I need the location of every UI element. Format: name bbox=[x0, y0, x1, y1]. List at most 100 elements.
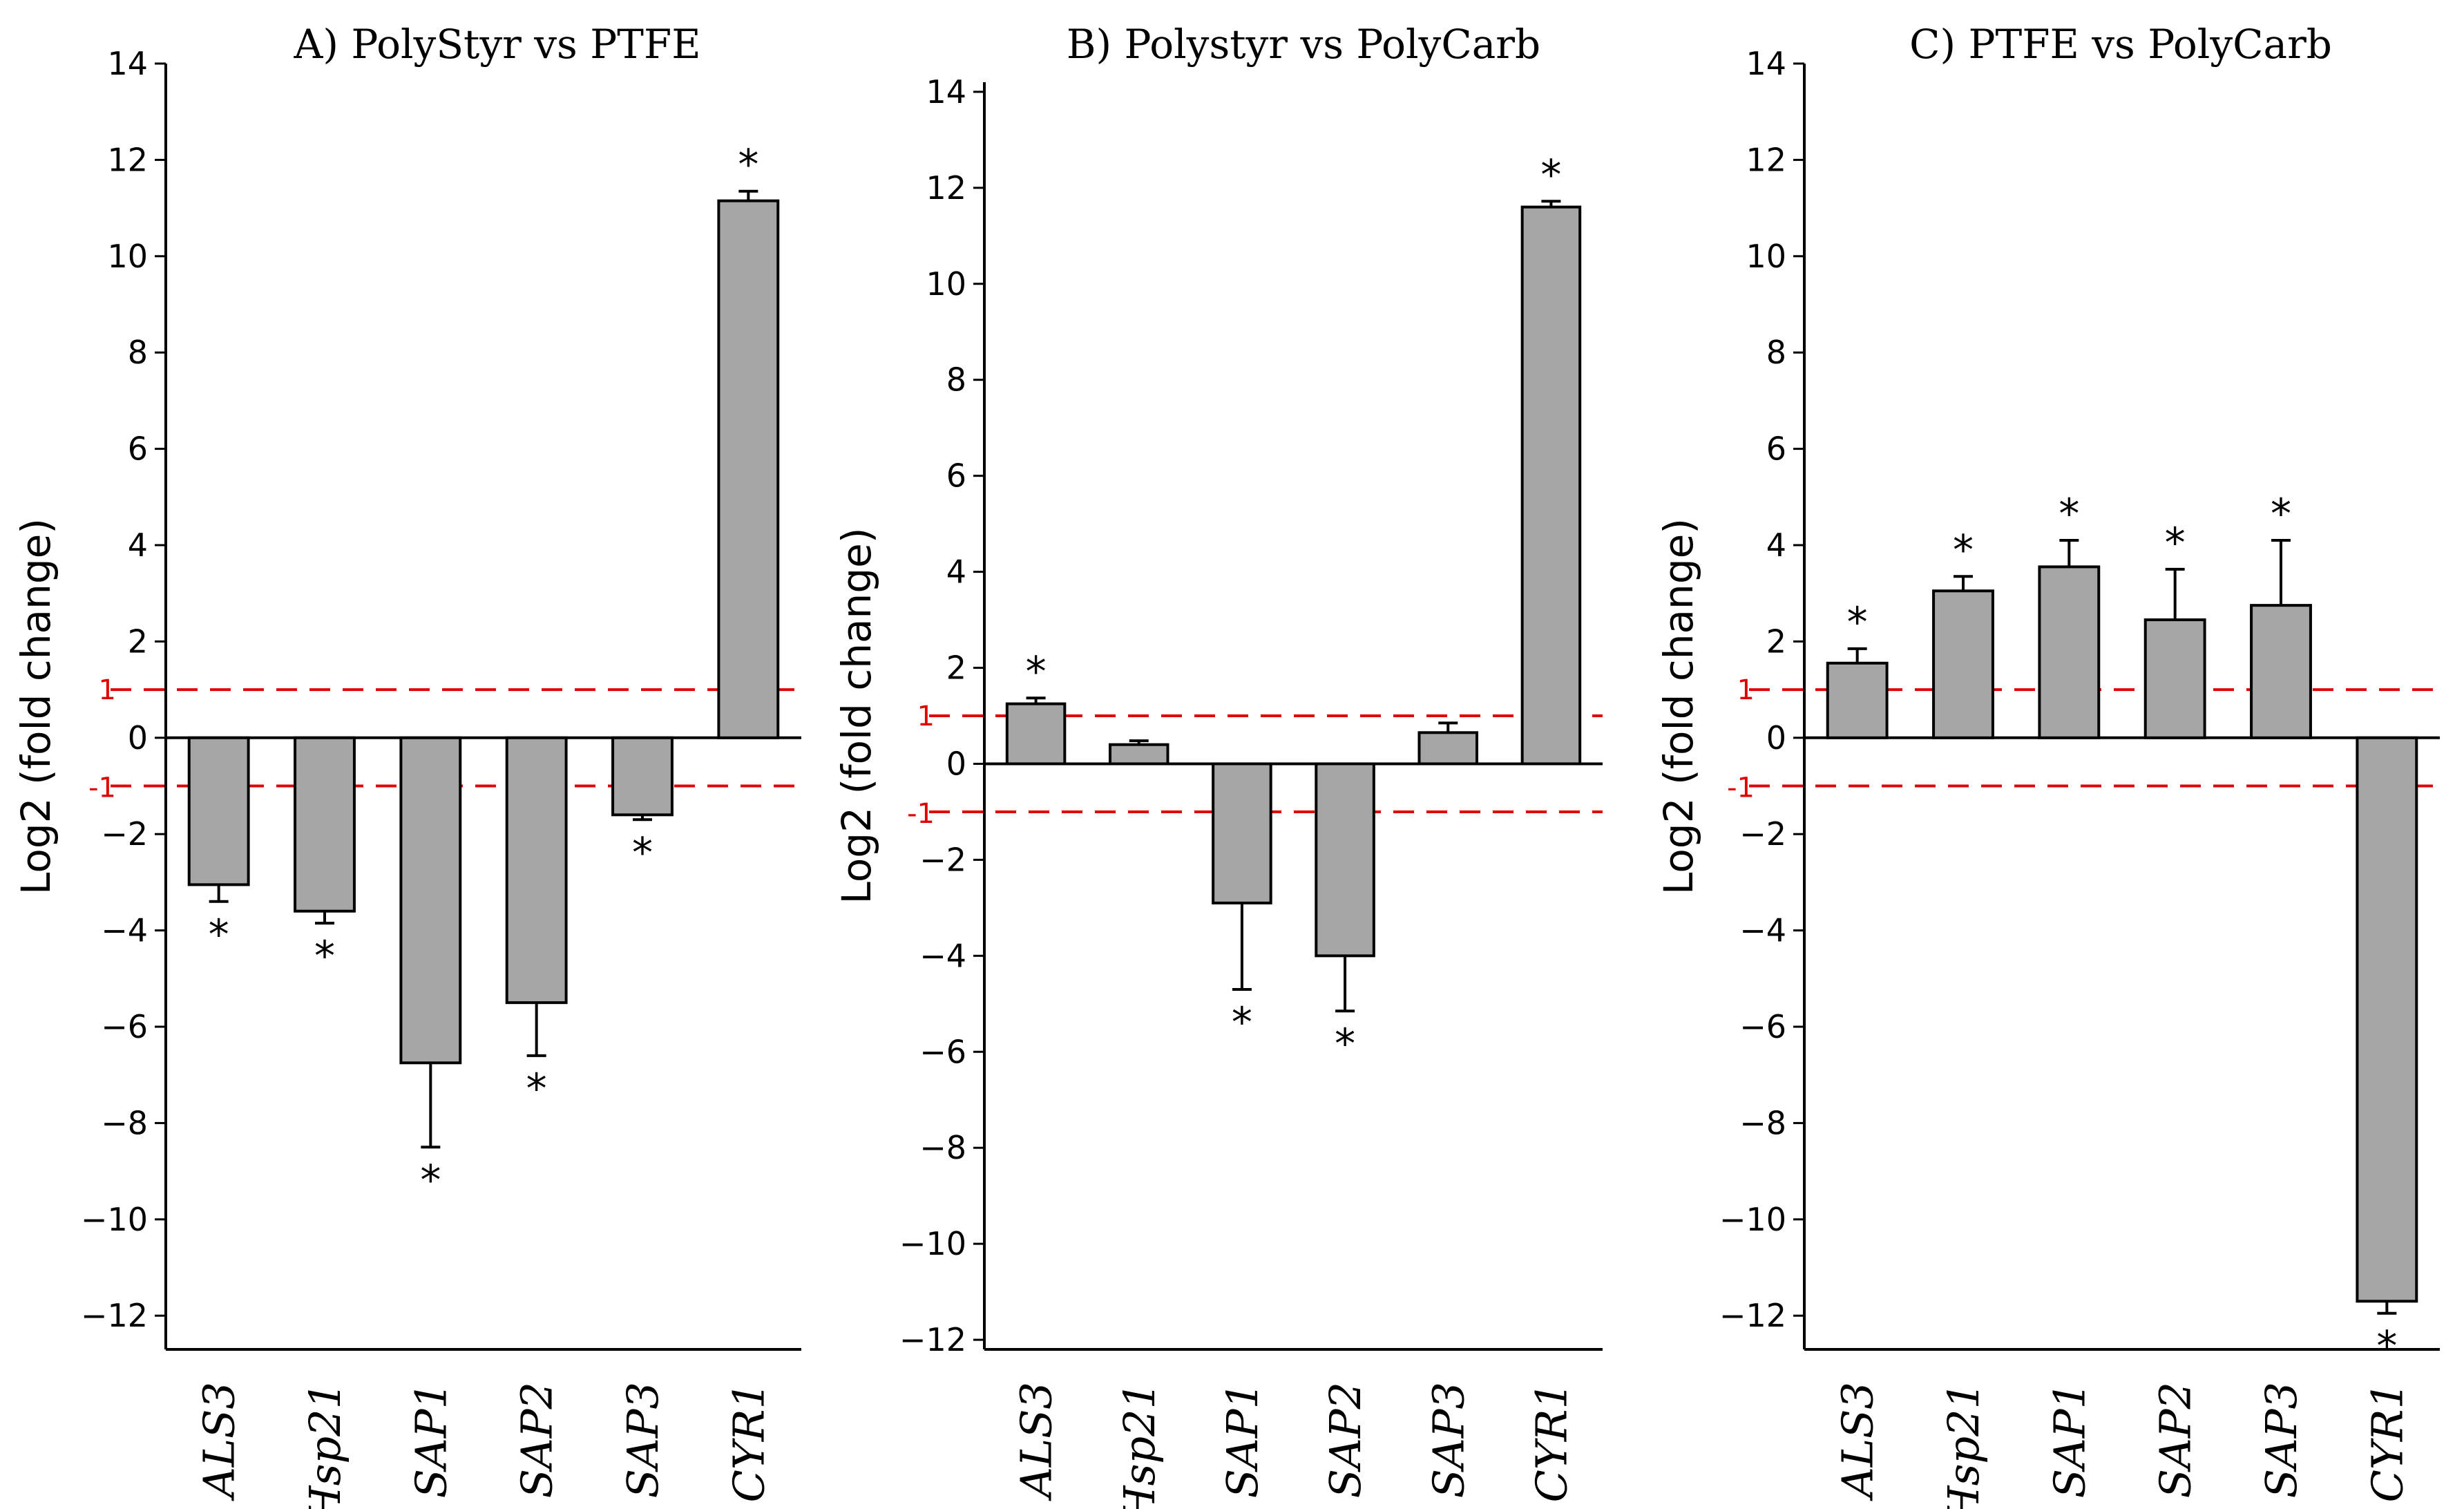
y-tick-label: −4 bbox=[101, 912, 148, 949]
category-label: CYR1 bbox=[723, 1382, 774, 1503]
category-label: Hsp21 bbox=[1114, 1382, 1165, 1509]
y-tick-label: −2 bbox=[101, 815, 148, 853]
y-tick-label: 10 bbox=[926, 265, 966, 303]
bar-sap3 bbox=[611, 736, 674, 817]
category-label: SAP1 bbox=[2044, 1382, 2094, 1498]
y-axis-label: Log2 (fold change) bbox=[12, 518, 59, 895]
y-tick-label: 14 bbox=[1746, 45, 1786, 82]
y-tick-label: 8 bbox=[128, 334, 148, 371]
bar-sap3 bbox=[2250, 604, 2312, 739]
y-tick-label: 6 bbox=[128, 430, 148, 468]
y-tick-label: 12 bbox=[107, 141, 148, 178]
y-tick-label: −4 bbox=[1739, 912, 1786, 949]
category-label: SAP2 bbox=[2150, 1382, 2201, 1498]
bar-sap1 bbox=[399, 736, 462, 1065]
reference-label: -1 bbox=[1727, 772, 1755, 804]
category-label: SAP1 bbox=[1217, 1382, 1268, 1498]
significance-star: * bbox=[2059, 490, 2079, 538]
panel-b: B) Polystyr vs PolyCarb Log2 (fold change… bbox=[833, 21, 1603, 1509]
significance-star: * bbox=[420, 1156, 441, 1204]
panel-a: A) PolyStyr vs PTFE Log2 (fold change) −12… bbox=[12, 21, 801, 1509]
y-tick-label: 6 bbox=[1766, 430, 1786, 468]
category-label: SAP1 bbox=[405, 1382, 456, 1498]
y-tick-label: 10 bbox=[107, 238, 148, 275]
bar-sap1 bbox=[2038, 565, 2101, 739]
y-tick-label: −12 bbox=[1719, 1297, 1786, 1334]
significance-star: * bbox=[209, 911, 229, 959]
category-label: ALS3 bbox=[1011, 1382, 1062, 1501]
bar-cyr1 bbox=[717, 199, 780, 739]
y-axis-label: Log2 (fold change) bbox=[1655, 518, 1702, 895]
y-tick-label: 2 bbox=[1766, 623, 1786, 660]
y-axis-label: Log2 (fold change) bbox=[833, 528, 880, 904]
bar-cyr1 bbox=[2356, 736, 2418, 1303]
category-label: CYR1 bbox=[2362, 1382, 2412, 1503]
significance-star: * bbox=[1953, 526, 1974, 574]
reference-label: 1 bbox=[1737, 674, 1755, 706]
bar-als3 bbox=[1005, 702, 1067, 766]
reference-label: 1 bbox=[917, 701, 935, 732]
y-tick-label: −8 bbox=[1739, 1104, 1786, 1141]
y-tick-label: 12 bbox=[1746, 141, 1786, 178]
category-label: SAP2 bbox=[1320, 1382, 1371, 1498]
significance-star: * bbox=[2165, 519, 2186, 567]
category-label: ALS3 bbox=[194, 1382, 245, 1501]
bar-als3 bbox=[187, 736, 250, 886]
bar-sap2 bbox=[1315, 762, 1375, 958]
chart-title: B) Polystyr vs PolyCarb bbox=[1067, 21, 1540, 68]
category-label: CYR1 bbox=[1526, 1382, 1576, 1503]
y-tick-label: 8 bbox=[946, 361, 966, 399]
panel-c: C) PTFE vs PolyCarb Log2 (fold change) −12… bbox=[1655, 21, 2440, 1509]
bar-sap2 bbox=[505, 736, 568, 1005]
significance-star: * bbox=[2271, 490, 2291, 538]
category-label: Hsp21 bbox=[1938, 1382, 1989, 1509]
y-tick-label: 8 bbox=[1766, 334, 1786, 371]
chart-title: C) PTFE vs PolyCarb bbox=[1909, 21, 2332, 68]
y-tick-label: 14 bbox=[926, 73, 966, 111]
y-tick-label: 0 bbox=[1766, 719, 1786, 757]
significance-star: * bbox=[1026, 647, 1047, 696]
significance-star: * bbox=[632, 828, 653, 877]
category-label: ALS3 bbox=[1833, 1382, 1883, 1501]
y-tick-label: −8 bbox=[101, 1104, 148, 1141]
significance-star: * bbox=[1540, 151, 1561, 199]
y-tick-label: 2 bbox=[946, 649, 966, 687]
y-tick-label: 12 bbox=[926, 169, 966, 207]
y-tick-label: 0 bbox=[946, 745, 966, 782]
chart-title: A) PolyStyr vs PTFE bbox=[293, 21, 700, 68]
significance-star: * bbox=[738, 141, 758, 189]
significance-star: * bbox=[1335, 1020, 1355, 1068]
bar-hsp21 bbox=[1108, 743, 1169, 766]
y-tick-label: 2 bbox=[128, 623, 148, 660]
y-tick-label: 4 bbox=[946, 553, 966, 591]
y-tick-label: 4 bbox=[128, 526, 148, 564]
y-tick-label: 4 bbox=[1766, 526, 1786, 564]
y-tick-label: 0 bbox=[128, 719, 148, 757]
reference-label: -1 bbox=[907, 798, 935, 830]
category-label: SAP3 bbox=[1423, 1382, 1473, 1498]
y-tick-label: −2 bbox=[919, 841, 966, 878]
y-tick-label: 10 bbox=[1746, 238, 1786, 275]
y-tick-label: −12 bbox=[81, 1297, 148, 1334]
significance-star: * bbox=[1847, 598, 1868, 647]
bar-hsp21 bbox=[294, 736, 356, 913]
category-label: SAP3 bbox=[618, 1382, 668, 1498]
y-tick-label: −2 bbox=[1739, 815, 1786, 853]
bar-als3 bbox=[1826, 661, 1889, 739]
y-tick-label: −4 bbox=[919, 937, 966, 974]
y-tick-label: −10 bbox=[899, 1225, 966, 1262]
y-tick-label: −6 bbox=[1739, 1008, 1786, 1045]
category-label: Hsp21 bbox=[300, 1382, 350, 1509]
bar-sap1 bbox=[1212, 762, 1272, 904]
reference-label: 1 bbox=[99, 674, 116, 706]
category-label: SAP3 bbox=[2256, 1382, 2307, 1498]
y-tick-label: −6 bbox=[919, 1033, 966, 1070]
significance-star: * bbox=[314, 932, 335, 980]
significance-star: * bbox=[2376, 1322, 2397, 1371]
reference-label: -1 bbox=[88, 772, 116, 804]
y-tick-label: −10 bbox=[81, 1201, 148, 1238]
significance-star: * bbox=[1232, 998, 1252, 1047]
y-tick-label: 6 bbox=[946, 457, 966, 495]
bar-cyr1 bbox=[1520, 205, 1582, 766]
